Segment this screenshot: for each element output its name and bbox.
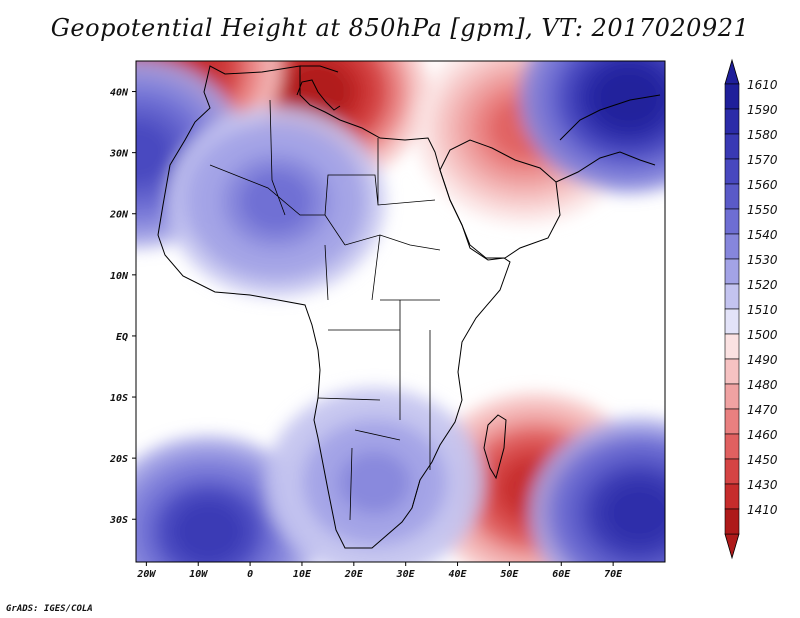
colorbar-swatch (724, 108, 740, 135)
y-tick-label: 10S (110, 393, 128, 404)
colorbar-swatch (724, 508, 740, 535)
y-tick-label: 20N (109, 210, 129, 221)
x-tick-label: 50E (500, 569, 519, 580)
colorbar-label: 1590 (747, 103, 778, 117)
colorbar-label: 1470 (747, 403, 778, 417)
height-field (136, 61, 665, 562)
colorbar-swatch (724, 83, 740, 110)
colorbar-label: 1410 (747, 503, 778, 517)
colorbar-swatch (724, 233, 740, 260)
colorbar-label: 1460 (747, 428, 778, 442)
colorbar-swatch (724, 433, 740, 460)
chart-title: Geopotential Height at 850hPa [gpm], VT:… (50, 14, 750, 42)
colorbar-label: 1530 (747, 253, 778, 267)
colorbar-min-arrow (724, 533, 740, 560)
y-axis: 40N 30N 20N 10N EQ 10S 20S 30S (109, 88, 136, 526)
x-tick-label: 0 (247, 569, 253, 580)
colorbar-label: 1520 (747, 278, 778, 292)
colorbar-label: 1610 (747, 78, 778, 92)
colorbar: 1610 1590 1580 1570 1560 1550 1540 1530 1520 1510… (724, 58, 778, 560)
field-feature (519, 61, 665, 193)
colorbar-swatch (724, 408, 740, 435)
y-tick-label: 40N (110, 88, 129, 99)
x-tick-label: 20W (136, 569, 156, 580)
colorbar-label: 1570 (747, 153, 778, 167)
colorbar-swatch (724, 133, 740, 160)
x-tick-label: 30E (396, 569, 416, 580)
colorbar-label: 1450 (747, 453, 778, 467)
colorbar-label: 1580 (747, 128, 778, 142)
colorbar-label: 1500 (747, 328, 778, 342)
colorbar-swatch (724, 208, 740, 235)
y-tick-label: EQ (116, 332, 128, 343)
colorbar-max-arrow (724, 58, 740, 85)
colorbar-label: 1480 (747, 378, 778, 392)
field-feature (529, 418, 665, 562)
plot-frame (135, 60, 666, 563)
colorbar-label: 1560 (747, 178, 778, 192)
colorbar-swatch (724, 183, 740, 210)
colorbar-swatch (724, 158, 740, 185)
plot-area (136, 61, 665, 562)
colorbar-swatch (724, 333, 740, 360)
x-tick-label: 40E (449, 569, 468, 580)
colorbar-label: 1430 (747, 478, 778, 492)
y-tick-label: 30N (109, 149, 129, 160)
x-tick-label: 10W (189, 569, 208, 580)
colorbar-label: 1510 (747, 303, 778, 317)
colorbar-swatch (724, 308, 740, 335)
x-tick-label: 10E (293, 569, 312, 580)
x-tick-label: 20E (344, 569, 364, 580)
colorbar-swatch (724, 258, 740, 285)
colorbar-label: 1550 (747, 203, 778, 217)
country-borders (209, 99, 441, 521)
grads-credit: GrADS: IGES/COLA (6, 604, 93, 614)
colorbar-label: 1540 (747, 228, 778, 242)
colorbar-swatch (724, 383, 740, 410)
x-tick-label: 70E (604, 569, 623, 580)
colorbar-swatch (724, 458, 740, 485)
y-tick-label: 10N (110, 271, 129, 282)
coastlines (157, 65, 661, 549)
field-feature (265, 387, 484, 562)
colorbar-swatch (724, 283, 740, 310)
y-tick-label: 20S (109, 454, 128, 465)
colorbar-swatch (724, 483, 740, 510)
field-feature (166, 106, 386, 297)
x-tick-label: 60E (552, 569, 571, 580)
x-axis: 20W 10W 0 10E 20E 30E 40E 50E 60E 70E (136, 562, 623, 580)
colorbar-swatch (724, 358, 740, 385)
colorbar-label: 1490 (747, 353, 778, 367)
y-tick-label: 30S (109, 515, 128, 526)
